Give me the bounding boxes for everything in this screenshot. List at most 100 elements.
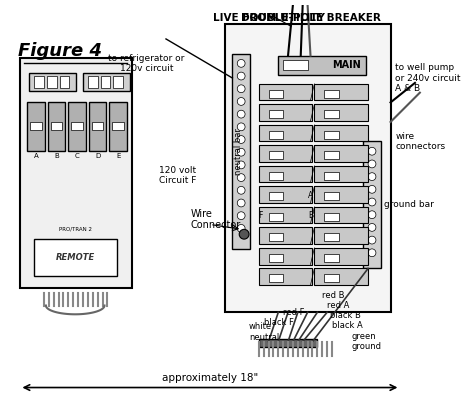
Bar [268,110,283,118]
Circle shape [368,160,376,168]
Circle shape [239,229,249,239]
Bar [47,76,56,88]
Bar [34,239,117,276]
Circle shape [237,224,245,232]
Bar [268,233,283,241]
Bar [283,60,308,70]
Circle shape [237,148,245,156]
Bar [278,55,366,75]
Bar [324,90,339,98]
Bar [324,213,339,221]
Bar [314,207,368,224]
Bar [48,102,65,151]
Circle shape [237,110,245,118]
Bar [324,274,339,282]
Bar [113,76,123,88]
Bar [259,104,312,121]
Bar [268,192,283,200]
Circle shape [237,174,245,181]
Bar [92,122,103,130]
Text: LIVE FROM UTILITY: LIVE FROM UTILITY [212,13,324,23]
Circle shape [237,72,245,80]
Bar [324,172,339,179]
Text: Figure 4: Figure 4 [18,42,101,60]
Circle shape [368,185,376,193]
Circle shape [237,85,245,93]
Bar [259,207,312,224]
Bar [34,76,44,88]
Text: REMOTE: REMOTE [55,253,95,262]
Text: D: D [95,153,100,159]
Text: red A: red A [327,301,349,310]
Bar [324,131,339,139]
Circle shape [237,136,245,143]
Text: neutral bar: neutral bar [234,128,243,175]
Bar [324,151,339,159]
Text: MAIN: MAIN [332,60,361,70]
Text: DOUBLE-POLE BREAKER: DOUBLE-POLE BREAKER [241,13,381,23]
Bar [268,172,283,179]
Bar [259,186,312,203]
Bar [68,102,86,151]
Bar [88,76,98,88]
Bar [19,58,132,288]
Circle shape [237,60,245,67]
Bar [314,104,368,121]
Bar [314,145,368,162]
Bar [259,166,312,183]
Bar [268,90,283,98]
Bar [324,254,339,262]
Text: E: E [116,153,120,159]
Bar [268,254,283,262]
Bar [259,125,312,141]
Bar [314,248,368,264]
Bar [259,84,312,100]
Text: black A: black A [332,320,363,330]
Circle shape [237,186,245,194]
Circle shape [237,98,245,105]
Bar [314,269,368,285]
Text: red B: red B [322,291,345,300]
Bar [30,122,42,130]
Text: PRO/TRAN 2: PRO/TRAN 2 [59,227,91,232]
Text: A: A [34,153,38,159]
Text: wire
connectors: wire connectors [395,132,446,151]
Circle shape [237,199,245,207]
Text: to well pump
or 240v circuit
A & B: to well pump or 240v circuit A & B [395,63,461,93]
Bar [71,122,83,130]
Text: 120 volt
Circuit F: 120 volt Circuit F [159,166,196,185]
Circle shape [237,161,245,169]
Text: green
ground: green ground [352,332,382,351]
Bar [259,269,312,285]
Bar [314,125,368,141]
Bar [363,141,381,269]
Bar [314,166,368,183]
Text: approximately 18": approximately 18" [162,373,258,383]
Circle shape [368,249,376,257]
Bar [259,145,312,162]
Text: white
neutral: white neutral [249,322,279,341]
Bar [27,102,45,151]
Bar [268,131,283,139]
Circle shape [368,198,376,206]
Bar [268,151,283,159]
Bar [314,84,368,100]
Circle shape [368,224,376,231]
Bar [232,53,250,249]
Text: B: B [54,153,59,159]
Bar [51,122,63,130]
Bar [100,76,110,88]
Text: red F: red F [283,308,305,317]
Text: C: C [75,153,80,159]
Text: B: B [308,211,313,220]
Text: to refrigerator or
120v circuit: to refrigerator or 120v circuit [108,54,185,73]
Bar [259,227,312,244]
Bar [89,102,107,151]
Bar [268,274,283,282]
Circle shape [368,147,376,155]
Circle shape [237,212,245,220]
Bar [324,192,339,200]
Bar [259,248,312,264]
Text: black F: black F [264,318,293,326]
Bar [268,213,283,221]
